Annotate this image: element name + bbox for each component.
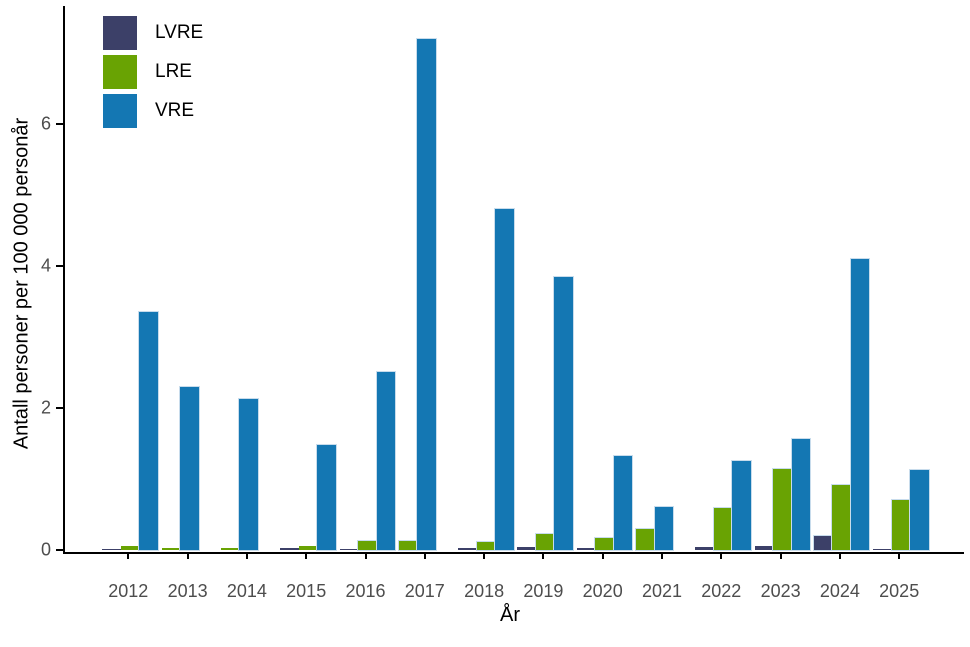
bar-vre-2024: [850, 259, 870, 550]
bar-lre-2014: [220, 548, 240, 550]
bar-lvre-2024: [813, 536, 833, 550]
bar-vre-2019: [554, 277, 573, 550]
x-tick-label: 2021: [641, 581, 683, 601]
bar-lre-2015: [298, 546, 318, 550]
legend: LVRE LRE VRE: [103, 16, 203, 133]
x-tick: [305, 552, 308, 559]
bar-lre-2019: [535, 534, 555, 550]
bar-lre-2022: [713, 508, 733, 550]
legend-label-lvre: LVRE: [155, 22, 204, 43]
bar-vre-2012: [139, 312, 158, 550]
bar-lvre-2019: [517, 547, 536, 550]
x-tick: [423, 552, 426, 559]
vre-swatch-icon: [103, 94, 137, 128]
plot-area: [63, 6, 964, 554]
bar-vre-2022: [732, 461, 751, 550]
x-tick-label: 2012: [108, 581, 149, 601]
bar-vre-2013: [180, 387, 199, 550]
x-tick-label: 2017: [404, 581, 445, 601]
y-tick: [56, 549, 63, 551]
bar-lre-2013: [161, 548, 181, 550]
bar-lvre-2025: [873, 549, 892, 550]
bar-lvre-2012: [102, 549, 121, 550]
bar-vre-2018: [495, 209, 514, 550]
x-tick-label: 2018: [464, 581, 505, 601]
x-tick: [601, 552, 604, 559]
legend-label-lre: LRE: [155, 61, 192, 82]
y-axis-title: Antall personer per 100 000 personår: [10, 117, 33, 450]
x-tick: [720, 552, 723, 559]
bar-lvre-2016: [339, 549, 358, 550]
x-tick: [779, 552, 782, 559]
legend-item-vre: VRE: [103, 94, 203, 128]
x-tick: [542, 552, 545, 559]
x-tick: [483, 552, 486, 559]
x-tick-label: 2024: [819, 581, 860, 601]
x-tick-label: 2013: [167, 581, 208, 601]
x-tick-label: 2014: [226, 581, 267, 601]
bar-lvre-2023: [754, 546, 774, 550]
y-tick-label: 6: [40, 113, 51, 134]
lvre-swatch-icon: [103, 16, 137, 50]
bar-lre-2016: [358, 541, 377, 550]
x-tick: [898, 552, 901, 559]
x-tick-label: 2025: [879, 581, 920, 601]
y-tick-label: 4: [40, 255, 51, 276]
bar-lre-2023: [773, 469, 792, 550]
x-tick: [661, 552, 663, 559]
bar-lre-2021: [636, 529, 655, 550]
legend-label-vre: VRE: [155, 100, 195, 121]
bar-lre-2025: [891, 500, 911, 550]
bar-vre-2021: [654, 507, 673, 550]
bar-lre-2012: [120, 546, 140, 550]
x-tick: [186, 552, 189, 559]
bar-lre-2018: [476, 542, 496, 550]
bar-lvre-2015: [280, 548, 299, 550]
bar-vre-2015: [317, 445, 336, 550]
x-tick-label: 2016: [345, 581, 386, 601]
x-tick: [838, 552, 841, 559]
bar-vre-2025: [910, 470, 929, 550]
bar-lvre-2022: [695, 547, 714, 550]
bar-vre-2017: [417, 39, 436, 550]
x-tick-label: 2023: [760, 581, 801, 601]
bar-lre-2024: [832, 485, 851, 550]
y-tick: [56, 265, 63, 267]
lre-swatch-icon: [103, 55, 137, 89]
y-tick: [56, 407, 63, 409]
bar-vre-2023: [791, 439, 811, 550]
bar-vre-2016: [376, 372, 395, 550]
x-tick: [364, 552, 367, 559]
legend-item-lvre: LVRE: [103, 16, 203, 50]
bar-lre-2020: [595, 538, 614, 550]
legend-item-lre: LRE: [103, 55, 203, 89]
y-tick-label: 0: [40, 539, 51, 560]
x-tick: [245, 552, 248, 559]
x-tick: [127, 552, 130, 559]
bar-lre-2017: [398, 541, 418, 550]
x-tick-label: 2022: [701, 581, 742, 601]
bar-lvre-2020: [576, 548, 596, 550]
bar-vre-2020: [613, 456, 633, 550]
x-tick-label: 2019: [523, 581, 564, 601]
bar-vre-2014: [239, 399, 258, 550]
x-axis-title: År: [500, 604, 520, 626]
y-tick-label: 2: [40, 397, 51, 418]
x-tick-label: 2015: [286, 581, 327, 601]
x-tick-label: 2020: [582, 581, 623, 601]
bar-lvre-2018: [458, 548, 477, 550]
y-tick: [56, 123, 63, 125]
